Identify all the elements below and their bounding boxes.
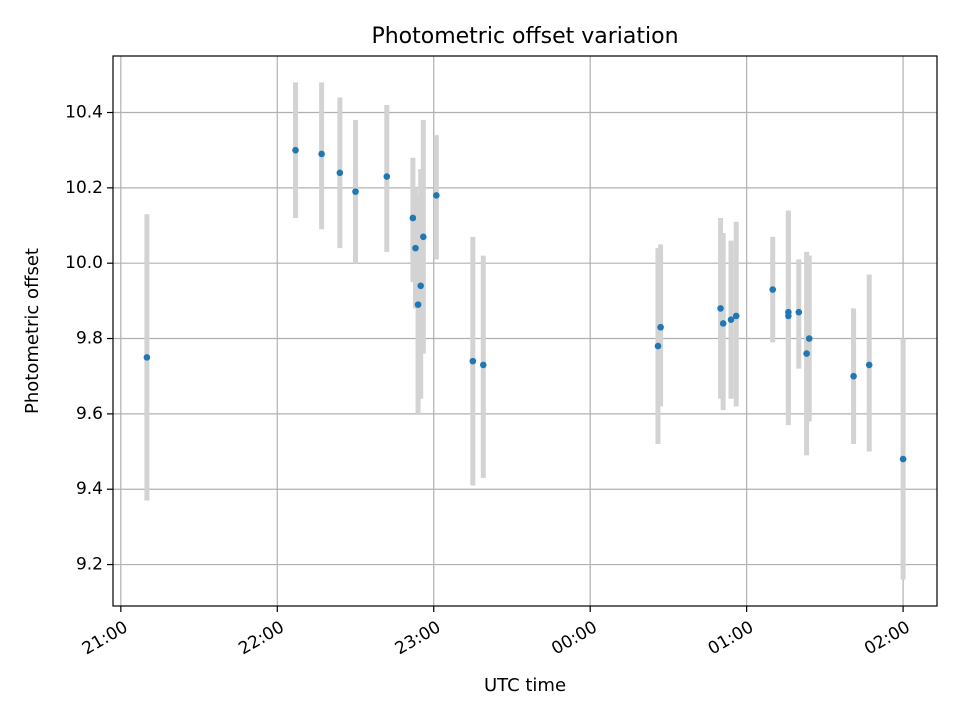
y-tick-label: 10.4 [65,103,103,123]
data-point [409,214,417,222]
data-point [785,312,792,320]
data-point [803,350,810,357]
y-tick-label: 9.8 [76,329,103,349]
data-point [865,361,873,369]
data-point [657,323,664,331]
y-tick-label: 9.4 [76,479,103,499]
data-point [469,357,477,365]
chart-title: Photometric offset variation [371,24,678,49]
data-point [292,146,299,154]
x-axis-label: UTC time [484,675,566,696]
data-point [719,320,727,327]
data-point [433,192,440,199]
y-tick-label: 9.6 [76,404,103,424]
data-point [336,169,344,177]
data-point [383,173,391,180]
data-point [352,188,359,195]
data-point [417,282,424,290]
data-point [654,342,662,350]
y-axis-label: Photometric offset [22,248,43,414]
data-point [143,354,151,361]
data-point [318,150,325,158]
data-point [412,244,419,252]
data-point [899,455,907,463]
data-point [850,372,857,380]
data-point [805,335,813,342]
data-point [727,316,735,323]
data-point [769,286,777,293]
y-axis-ticks: 9.2 9.4 9.6 9.8 10.0 10.2 10.4 [65,103,113,575]
data-point [479,361,487,369]
plot-frame [112,55,938,607]
y-tick-label: 10.0 [65,253,103,273]
data-point [420,233,427,241]
data-points [143,146,907,463]
y-tick-label: 9.2 [76,555,103,575]
data-point [717,305,724,312]
data-point [732,312,740,320]
y-tick-label: 10.2 [65,178,103,198]
data-point [414,301,422,308]
data-point [795,308,803,316]
